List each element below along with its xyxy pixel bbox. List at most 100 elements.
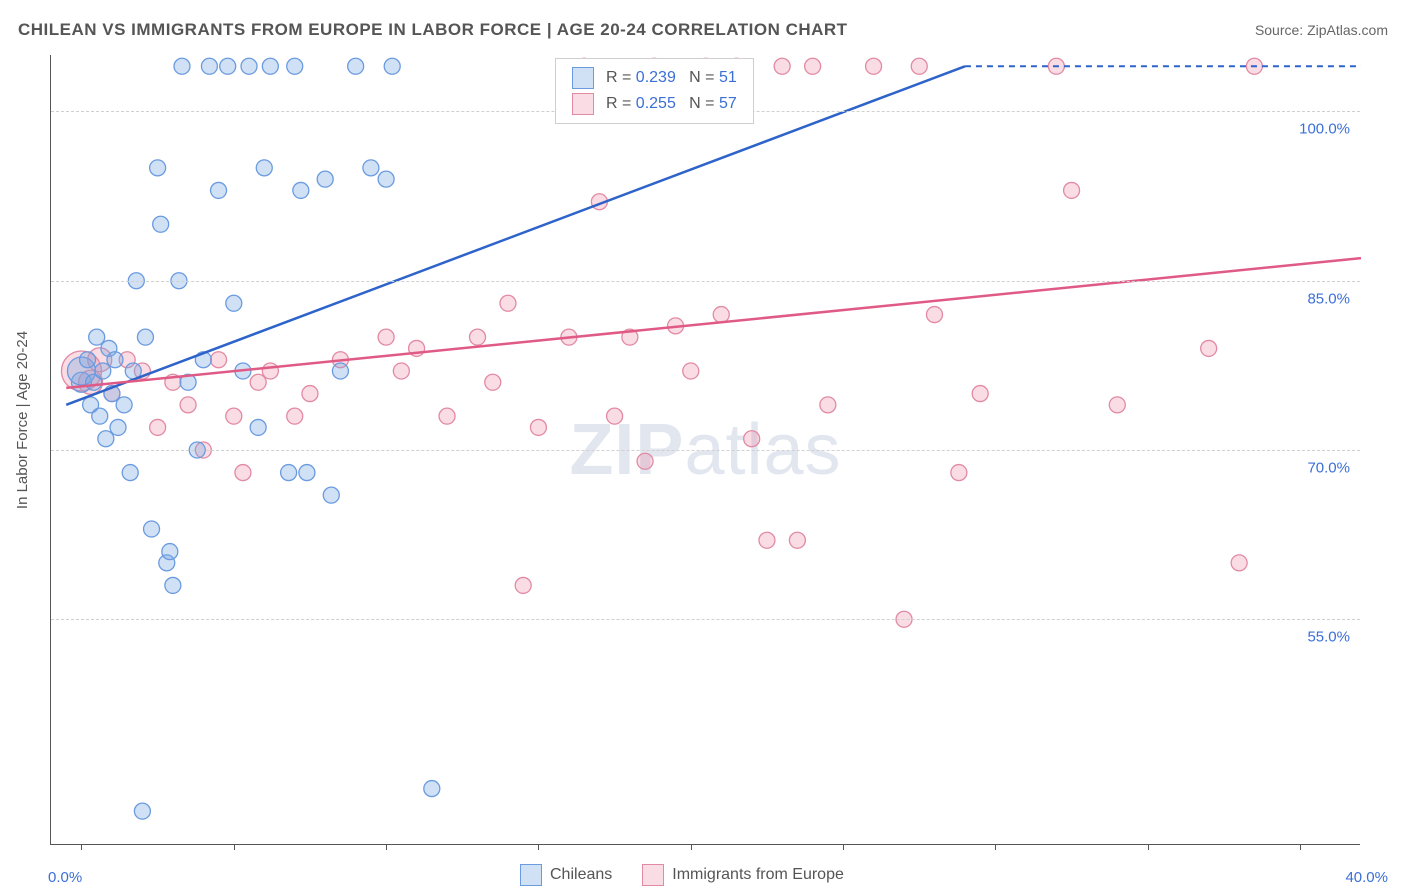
data-point-pink: [1109, 397, 1125, 413]
x-axis-max-label: 40.0%: [1345, 869, 1388, 886]
x-tick: [538, 844, 539, 850]
data-point-pink: [470, 329, 486, 345]
data-point-blue: [150, 160, 166, 176]
data-point-blue: [201, 58, 217, 74]
plot-area: ZIPatlas 55.0%70.0%85.0%100.0%: [50, 55, 1360, 845]
data-point-pink: [485, 374, 501, 390]
trendline-blue: [66, 66, 965, 405]
data-point-blue: [424, 781, 440, 797]
data-point-blue: [220, 58, 236, 74]
x-tick: [234, 844, 235, 850]
y-axis-title: In Labor Force | Age 20-24: [14, 331, 31, 509]
data-point-blue: [281, 465, 297, 481]
legend-correlation-text: R = 0.239 N = 51: [606, 69, 737, 87]
data-point-pink: [378, 329, 394, 345]
data-point-blue: [287, 58, 303, 74]
data-point-pink: [805, 58, 821, 74]
chart-title: CHILEAN VS IMMIGRANTS FROM EUROPE IN LAB…: [18, 20, 848, 40]
data-point-pink: [235, 465, 251, 481]
data-point-blue: [98, 431, 114, 447]
data-point-pink: [759, 532, 775, 548]
data-point-pink: [866, 58, 882, 74]
data-point-blue: [293, 182, 309, 198]
legend-correlation-text: R = 0.255 N = 57: [606, 95, 737, 113]
legend-swatch: [572, 93, 594, 115]
data-point-blue: [110, 419, 126, 435]
legend-swatch: [642, 864, 664, 886]
data-point-blue: [378, 171, 394, 187]
legend-series-item: Chileans: [520, 864, 612, 886]
data-point-pink: [1201, 340, 1217, 356]
x-tick: [995, 844, 996, 850]
data-point-blue: [165, 577, 181, 593]
data-point-blue: [174, 58, 190, 74]
data-point-pink: [774, 58, 790, 74]
data-point-pink: [393, 363, 409, 379]
y-tick-label: 55.0%: [1307, 629, 1350, 646]
data-point-blue: [116, 397, 132, 413]
x-tick: [386, 844, 387, 850]
legend-series-item: Immigrants from Europe: [642, 864, 844, 886]
data-point-blue: [317, 171, 333, 187]
legend-series-label: Chileans: [550, 866, 612, 884]
data-point-pink: [789, 532, 805, 548]
data-point-blue: [211, 182, 227, 198]
data-point-pink: [515, 577, 531, 593]
data-point-blue: [363, 160, 379, 176]
gridline-h: [51, 281, 1360, 282]
data-point-pink: [302, 386, 318, 402]
gridline-h: [51, 619, 1360, 620]
data-point-pink: [1231, 555, 1247, 571]
data-point-blue: [262, 58, 278, 74]
y-tick-label: 100.0%: [1299, 121, 1350, 138]
data-point-blue: [107, 352, 123, 368]
data-point-pink: [180, 397, 196, 413]
data-point-blue: [256, 160, 272, 176]
source-attribution: Source: ZipAtlas.com: [1255, 22, 1388, 38]
data-point-pink: [744, 431, 760, 447]
data-point-blue: [250, 419, 266, 435]
data-point-blue: [226, 295, 242, 311]
legend-series: Chileans Immigrants from Europe: [520, 864, 844, 886]
data-point-pink: [637, 453, 653, 469]
data-point-pink: [607, 408, 623, 424]
legend-swatch: [520, 864, 542, 886]
x-tick: [843, 844, 844, 850]
legend-swatch: [572, 67, 594, 89]
legend-series-label: Immigrants from Europe: [672, 866, 844, 884]
gridline-h: [51, 450, 1360, 451]
data-point-pink: [150, 419, 166, 435]
x-tick: [1148, 844, 1149, 850]
legend-correlation: R = 0.239 N = 51 R = 0.255 N = 57: [555, 58, 754, 124]
data-point-pink: [683, 363, 699, 379]
data-point-pink: [972, 386, 988, 402]
data-point-pink: [211, 352, 227, 368]
x-tick: [1300, 844, 1301, 850]
data-point-blue: [241, 58, 257, 74]
data-point-blue: [323, 487, 339, 503]
data-point-pink: [820, 397, 836, 413]
data-point-blue: [95, 363, 111, 379]
x-tick: [691, 844, 692, 850]
x-axis-min-label: 0.0%: [48, 869, 82, 886]
data-point-blue: [122, 465, 138, 481]
data-point-pink: [926, 307, 942, 323]
trendline-pink: [66, 258, 1361, 388]
data-point-blue: [384, 58, 400, 74]
data-point-pink: [530, 419, 546, 435]
data-point-blue: [162, 544, 178, 560]
data-point-blue: [80, 352, 96, 368]
data-point-pink: [1064, 182, 1080, 198]
data-point-blue: [89, 329, 105, 345]
y-tick-label: 85.0%: [1307, 290, 1350, 307]
data-point-pink: [713, 307, 729, 323]
data-point-pink: [500, 295, 516, 311]
data-point-pink: [250, 374, 266, 390]
y-tick-label: 70.0%: [1307, 460, 1350, 477]
data-point-pink: [262, 363, 278, 379]
legend-correlation-row: R = 0.239 N = 51: [572, 65, 737, 91]
data-point-blue: [332, 363, 348, 379]
data-point-pink: [226, 408, 242, 424]
legend-correlation-row: R = 0.255 N = 57: [572, 91, 737, 117]
data-point-blue: [299, 465, 315, 481]
